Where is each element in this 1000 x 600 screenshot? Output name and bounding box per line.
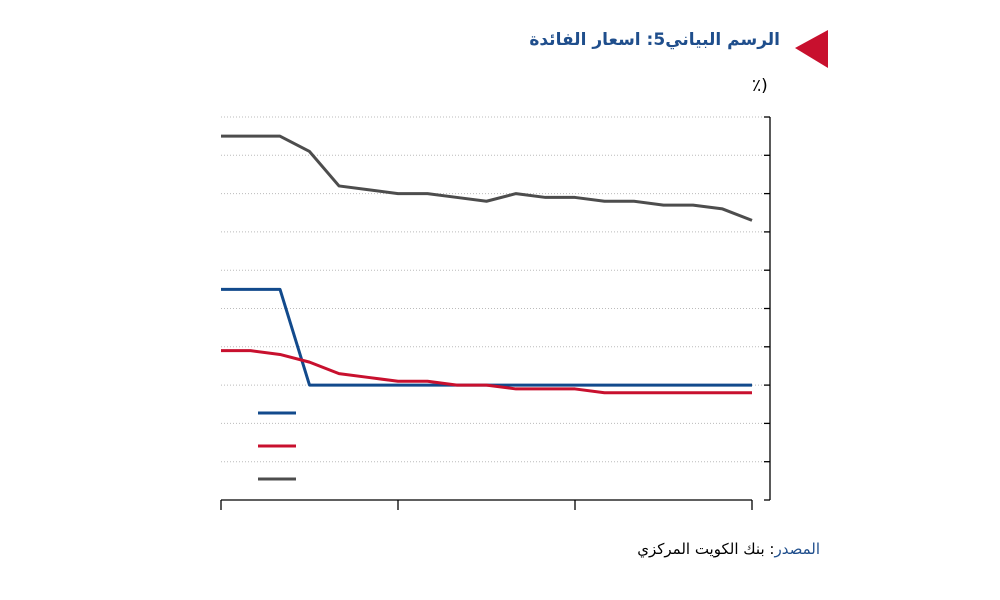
unit-label: (٪ — [752, 76, 768, 96]
series-line — [221, 349, 752, 395]
title-marker — [795, 30, 828, 68]
source-text: : بنك الكويت المركزي — [637, 540, 775, 558]
series-line — [221, 134, 753, 222]
source-label: المصدر — [774, 540, 820, 558]
chart-title: الرسم البياني5: اسعار الفائدة — [529, 30, 780, 50]
source: المصدر: بنك الكويت المركزي — [637, 540, 820, 558]
series-line — [221, 287, 752, 387]
